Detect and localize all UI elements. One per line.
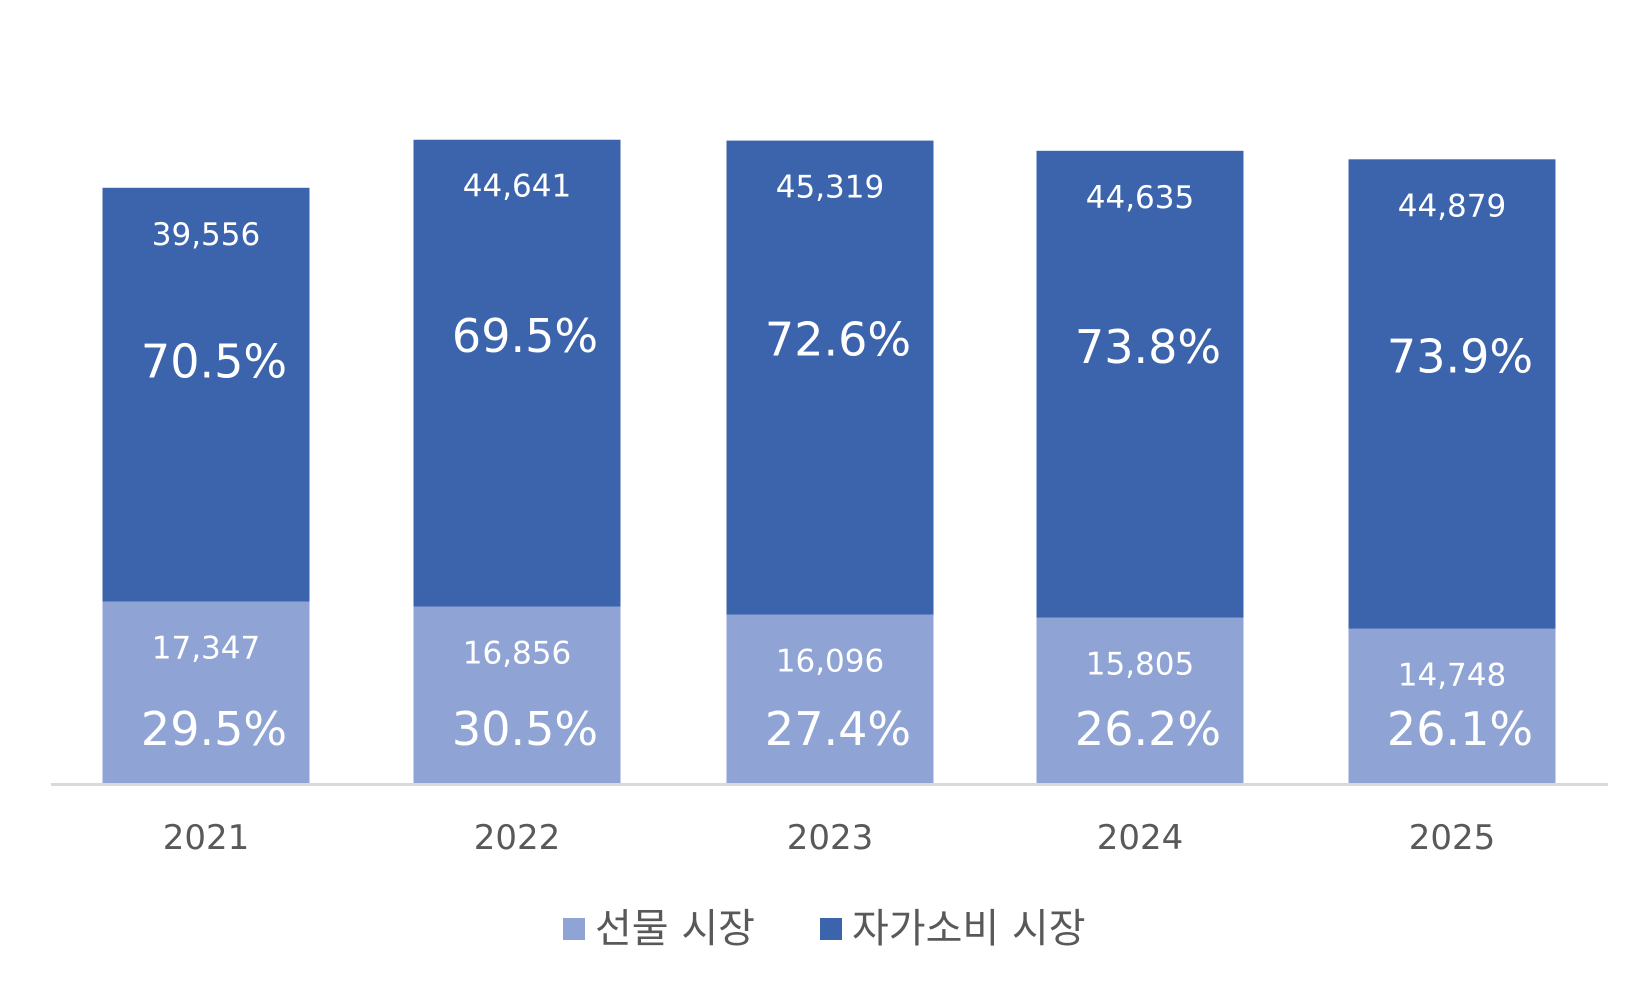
legend-label: 선물 시장 [595,906,755,952]
value-label: 15,805 [1086,647,1194,683]
percent-label: 29.5% [141,702,287,756]
legend-swatch-icon [563,918,585,940]
bar-segment-self-2025 [1348,159,1556,629]
value-label: 14,748 [1398,658,1506,694]
value-label: 39,556 [152,217,260,253]
bar-segment-self-2023 [726,140,934,615]
bar-segment-gift-2021 [102,601,310,783]
x-tick-label: 2023 [787,818,874,858]
value-label: 16,856 [463,636,571,672]
x-tick-label: 2022 [474,818,561,858]
value-label: 44,641 [463,169,571,205]
percent-label: 73.9% [1387,329,1533,383]
percent-label: 30.5% [452,702,598,756]
value-label: 44,635 [1086,180,1194,216]
percent-label: 27.4% [765,702,911,756]
x-tick-label: 2024 [1097,818,1184,858]
bar-segment-self-2022 [413,139,621,607]
percent-label: 69.5% [452,309,598,363]
percent-label: 70.5% [141,335,287,389]
bar-segment-self-2021 [102,187,310,602]
bar-segment-gift-2023 [726,614,934,783]
bar-segment-gift-2025 [1348,628,1556,783]
bar-segment-gift-2024 [1036,617,1244,783]
percent-label: 26.1% [1387,702,1533,756]
x-tick-label: 2025 [1409,818,1496,858]
percent-label: 73.8% [1075,320,1221,374]
bar-segment-gift-2022 [413,606,621,783]
value-label: 44,879 [1398,188,1506,224]
value-label: 16,096 [776,644,884,680]
bar-segment-self-2024 [1036,150,1244,618]
legend-swatch-icon [820,918,842,940]
legend-label: 자가소비 시장 [852,906,1086,952]
percent-label: 72.6% [765,313,911,367]
percent-label: 26.2% [1075,702,1221,756]
x-tick-label: 2021 [163,818,250,858]
value-label: 17,347 [152,631,260,667]
value-label: 45,319 [776,170,884,206]
